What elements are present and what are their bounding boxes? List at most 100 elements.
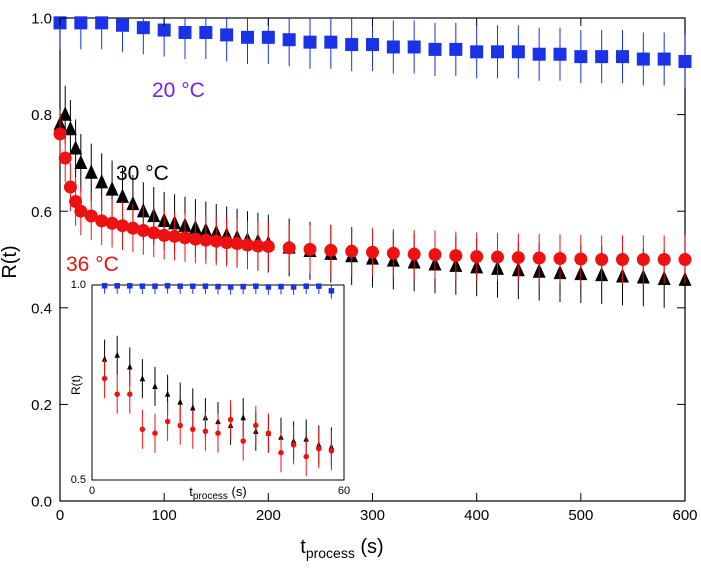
inset-point-circle	[202, 428, 209, 434]
inset-point-square	[114, 283, 120, 289]
inset-point-circle	[215, 430, 221, 436]
main-point-square	[678, 54, 692, 68]
inset-x-tick-label: 60	[338, 485, 350, 497]
main-point-circle	[251, 239, 265, 253]
inset-point-square	[139, 283, 146, 289]
main-y-tick-label: 0.8	[31, 107, 52, 124]
main-point-triangle	[95, 174, 109, 189]
inset-point-circle	[164, 418, 171, 425]
inset-point-circle	[114, 391, 120, 397]
main-point-circle	[282, 241, 296, 255]
main-point-triangle	[69, 140, 83, 155]
main-point-square	[366, 38, 379, 52]
main-point-circle	[220, 236, 234, 250]
main-point-square	[116, 18, 129, 32]
main-point-square	[386, 40, 400, 54]
main-point-circle	[449, 249, 463, 263]
main-x-axis-title-unit: (s)	[355, 536, 384, 558]
inset-point-square	[253, 283, 259, 289]
inset-series-circle	[101, 359, 335, 477]
main-point-circle	[616, 253, 629, 266]
main-point-circle	[574, 252, 588, 266]
main-point-circle	[157, 228, 171, 242]
inset-axis-ticks: 0 60 0.5 1.0	[71, 279, 350, 497]
main-x-tick-label: 300	[360, 507, 385, 524]
inset-point-circle	[101, 375, 108, 382]
inset-point-triangle	[190, 404, 196, 411]
main-point-square	[345, 38, 359, 52]
main-point-circle	[230, 237, 244, 251]
main-point-square	[303, 35, 317, 49]
inset-x-axis-title: tprocess (s)	[189, 484, 246, 502]
inset-point-circle	[240, 438, 246, 444]
main-point-circle	[168, 229, 182, 243]
inset-point-square	[290, 284, 297, 290]
main-point-circle	[532, 251, 546, 265]
main-point-circle	[188, 232, 202, 246]
main-point-circle	[553, 252, 567, 266]
main-point-square	[428, 42, 442, 56]
main-point-square	[261, 30, 275, 44]
inset-point-square	[278, 283, 284, 290]
main-point-circle	[147, 226, 161, 240]
main-y-tick-label: 0.2	[31, 397, 52, 414]
inset-point-circle	[328, 448, 335, 454]
main-x-axis-title-main: t	[300, 536, 306, 558]
inset-point-triangle	[164, 390, 171, 397]
inset-point-circle	[278, 449, 284, 456]
main-point-square	[157, 23, 171, 37]
inset-x-axis-title-sub: process	[193, 491, 228, 502]
main-point-triangle	[105, 181, 119, 196]
main-point-square	[532, 47, 546, 61]
inset-point-circle	[303, 453, 309, 460]
inset-point-square	[177, 283, 183, 289]
inset-point-circle	[152, 430, 158, 436]
main-x-tick-label: 500	[568, 507, 593, 524]
main-point-circle	[366, 245, 379, 259]
main-point-circle	[116, 219, 129, 233]
main-y-tick-label: 0.4	[31, 300, 52, 317]
main-point-circle	[261, 239, 275, 253]
main-point-circle	[657, 253, 671, 266]
main-point-square	[574, 50, 588, 64]
annotation-36c: 36 °C	[66, 253, 119, 276]
main-point-square	[241, 30, 254, 44]
main-x-tick-label: 600	[672, 507, 697, 524]
inset-plot-data	[101, 283, 335, 477]
main-point-circle	[324, 243, 338, 257]
main-point-circle	[595, 253, 609, 266]
main-point-square	[595, 50, 609, 64]
main-point-circle	[241, 238, 254, 252]
inset-point-square	[328, 288, 335, 294]
inset-point-square	[303, 283, 309, 289]
main-x-tick-label: 100	[152, 507, 177, 524]
main-point-square	[553, 47, 567, 61]
main-point-circle	[209, 234, 223, 248]
main-point-triangle	[116, 188, 129, 203]
main-point-circle	[386, 246, 400, 260]
main-point-square	[449, 42, 463, 56]
main-point-square	[470, 45, 484, 59]
main-point-circle	[470, 250, 484, 264]
inset-point-square	[101, 283, 108, 289]
inset-point-square	[227, 284, 234, 290]
main-point-square	[324, 35, 338, 49]
inset-point-circle	[139, 426, 146, 433]
main-point-triangle	[58, 106, 72, 121]
main-x-tick-label: 400	[464, 507, 489, 524]
inset-x-tick-label: 0	[89, 485, 95, 497]
main-point-circle	[136, 224, 150, 238]
main-point-square	[511, 45, 525, 59]
main-point-square	[95, 16, 109, 30]
inset-x-axis-title-unit: (s)	[228, 484, 247, 499]
inset-point-triangle	[152, 382, 158, 389]
inset-point-triangle	[240, 414, 246, 421]
inset-point-circle	[253, 422, 259, 429]
main-point-circle	[511, 251, 525, 265]
inset-point-triangle	[127, 363, 133, 370]
inset-y-tick-label: 0.5	[71, 474, 86, 486]
inset-point-square	[265, 284, 272, 290]
main-point-square	[136, 21, 150, 35]
inset-point-triangle	[101, 355, 108, 362]
